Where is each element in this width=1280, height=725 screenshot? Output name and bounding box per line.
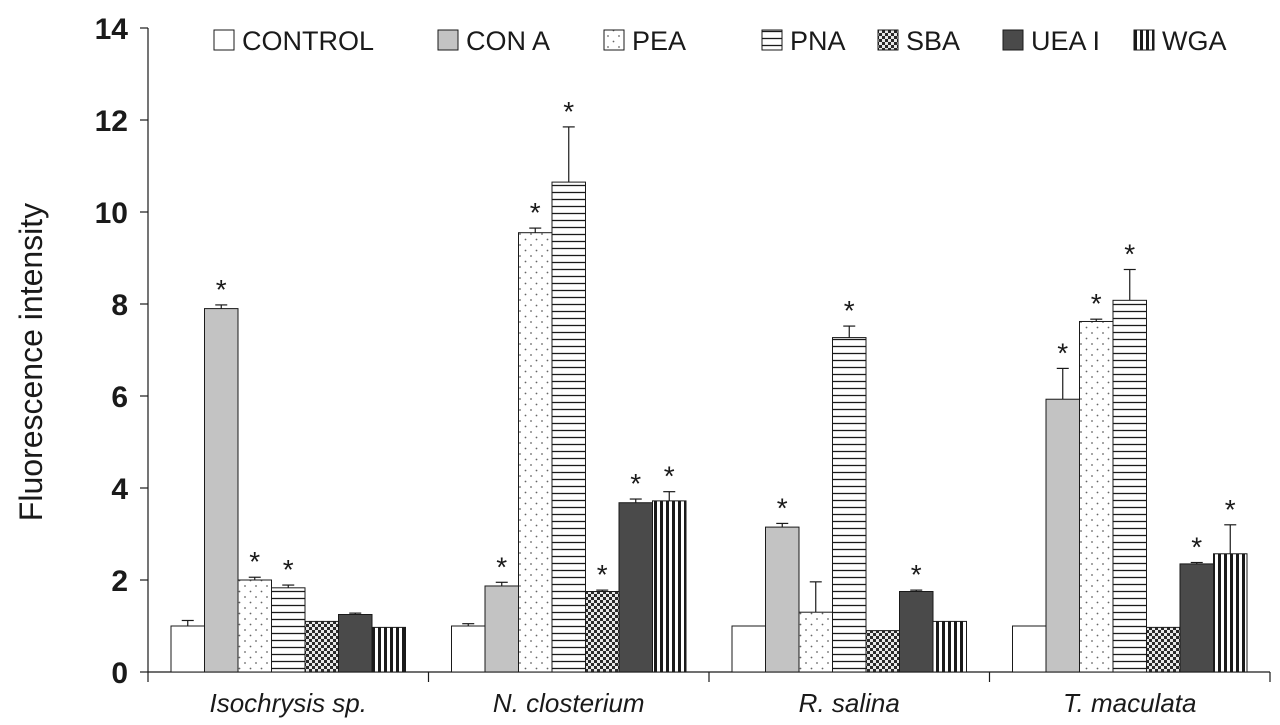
significance-star: *	[249, 546, 260, 577]
bar	[585, 591, 620, 673]
significance-star: *	[597, 559, 608, 590]
bar	[204, 308, 239, 673]
error-bars	[181, 126, 1237, 626]
bar	[765, 526, 800, 673]
y-tick-label: 4	[111, 473, 128, 506]
bar	[932, 620, 967, 673]
bar	[1112, 299, 1147, 673]
bar	[338, 614, 373, 673]
x-category-label: R. salina	[799, 688, 900, 718]
bar	[865, 630, 900, 673]
legend-label: CON A	[466, 26, 550, 56]
significance-star: *	[777, 492, 788, 523]
y-axis-title: Fluorescence intensity	[13, 203, 49, 521]
legend-swatch	[1002, 29, 1024, 51]
y-axis: 0 2 4 6 8 10 12 14	[95, 13, 149, 690]
significance-star: *	[216, 274, 227, 305]
bar	[899, 591, 934, 673]
legend-swatch	[761, 29, 783, 51]
legend-swatch	[213, 29, 235, 51]
y-tick-label: 10	[95, 197, 128, 230]
legend-label: PNA	[790, 26, 846, 56]
bar	[271, 587, 306, 673]
bar	[832, 337, 867, 673]
bar	[1213, 553, 1248, 673]
bar	[237, 579, 272, 673]
x-axis: Isochrysis sp. N. closterium R. salina T. m…	[147, 671, 1271, 718]
y-tick-label: 2	[111, 565, 128, 598]
significance-star: *	[1225, 494, 1236, 525]
legend-swatch	[1133, 29, 1155, 51]
significance-star: *	[844, 295, 855, 326]
bar	[618, 502, 653, 673]
bar	[484, 585, 519, 673]
legend-label: CONTROL	[242, 26, 374, 56]
significance-star: *	[1191, 532, 1202, 563]
legend-label: PEA	[632, 26, 686, 56]
y-tick-label: 0	[111, 657, 128, 690]
bar	[1079, 320, 1114, 673]
y-tick-label: 8	[111, 289, 128, 322]
bar	[304, 620, 339, 673]
y-tick-label: 6	[111, 381, 128, 414]
legend-swatch	[603, 29, 625, 51]
significance-star: *	[496, 551, 507, 582]
bars	[170, 181, 1248, 673]
significance-star: *	[530, 197, 541, 228]
significance-star: *	[1124, 239, 1135, 270]
legend-label: WGA	[1162, 26, 1227, 56]
legend-swatch	[877, 29, 899, 51]
bar	[518, 232, 553, 673]
legend-label: SBA	[906, 26, 960, 56]
bar	[731, 625, 766, 673]
bar	[371, 626, 406, 673]
y-tick-label: 14	[95, 13, 129, 46]
significance-star: *	[630, 468, 641, 499]
legend-swatch	[437, 29, 459, 51]
x-category-label: Isochrysis sp.	[210, 688, 368, 718]
bar	[551, 181, 586, 673]
y-tick-label: 12	[95, 105, 128, 138]
legend: CONTROL CON A PEA PNA SBA UEA I WGA	[213, 26, 1227, 56]
bar	[170, 625, 205, 673]
legend-label: UEA I	[1031, 26, 1100, 56]
significance-star: *	[664, 461, 675, 492]
bar	[1179, 563, 1214, 673]
significance-star: *	[563, 96, 574, 127]
bar	[652, 500, 687, 673]
x-category-label: N. closterium	[493, 688, 645, 718]
bar	[798, 611, 833, 673]
significance-markers: * * * * * * * * * * * * * * * * *	[216, 96, 1236, 590]
significance-star: *	[911, 559, 922, 590]
bar	[1012, 625, 1047, 673]
significance-star: *	[283, 554, 294, 585]
significance-star: *	[1057, 337, 1068, 368]
bar	[451, 625, 486, 673]
x-category-label: T. maculata	[1063, 688, 1196, 718]
significance-star: *	[1091, 288, 1102, 319]
bar	[1146, 626, 1181, 673]
bar	[1045, 398, 1080, 673]
